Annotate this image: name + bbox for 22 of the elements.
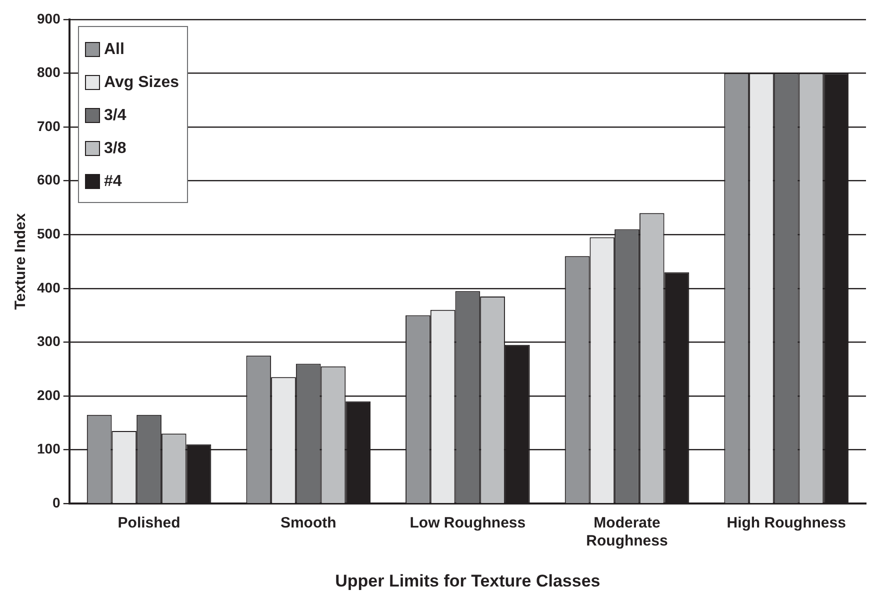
y-tick-label: 900: [37, 10, 61, 26]
x-axis-title: Upper Limits for Texture Classes: [335, 571, 600, 590]
legend-label: #4: [104, 172, 122, 190]
x-tick-label: Polished: [118, 514, 180, 532]
y-tick-label: 100: [37, 440, 61, 457]
x-tick-label: Moderate Roughness: [586, 514, 668, 550]
y-tick-label: 600: [37, 172, 61, 188]
y-axis-title: Texture Index: [12, 212, 30, 310]
x-tick-label: Low Roughness: [410, 514, 526, 532]
y-tick-label: 300: [37, 333, 61, 350]
legend-label: All: [104, 40, 124, 58]
y-tick-label: 400: [37, 279, 61, 296]
y-tick-label: 500: [37, 225, 61, 242]
y-tick-label: 0: [52, 494, 61, 510]
y-tick-label: 700: [37, 118, 61, 134]
legend-label: 3/4: [104, 106, 126, 124]
x-tick-label: Smooth: [280, 514, 336, 532]
x-tick-label: High Roughness: [726, 514, 846, 532]
legend-label: Avg Sizes: [104, 74, 179, 92]
y-tick-label: 800: [37, 64, 61, 80]
legend-label: 3/8: [104, 140, 126, 158]
y-tick-label: 200: [37, 386, 61, 403]
